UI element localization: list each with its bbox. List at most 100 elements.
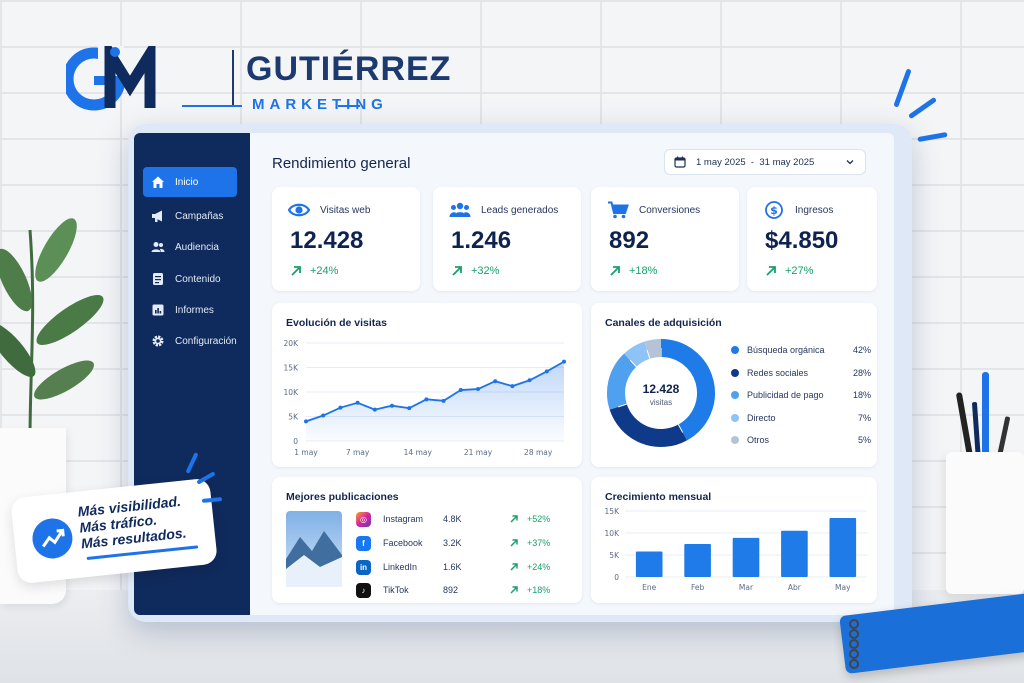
post-delta: +52% bbox=[509, 514, 550, 524]
plant-decoration bbox=[0, 218, 104, 440]
card-title: Crecimiento mensual bbox=[605, 491, 712, 503]
data-point bbox=[321, 413, 326, 418]
data-point bbox=[390, 403, 394, 408]
brand-subtitle: MARKETING bbox=[252, 96, 388, 113]
users-icon bbox=[449, 201, 471, 219]
card-title: Mejores publicaciones bbox=[286, 491, 399, 503]
x-tick-label: 21 may bbox=[464, 448, 493, 457]
post-network: LinkedIn bbox=[383, 562, 418, 572]
post-delta-value: +24% bbox=[527, 562, 551, 572]
kpi-card-leads[interactable]: Leads generados 1.246 +32% bbox=[433, 187, 581, 291]
pens-decoration bbox=[956, 372, 1010, 462]
data-point bbox=[372, 407, 377, 412]
legend-label: Redes sociales bbox=[747, 367, 809, 378]
visits-area-chart: 0 5K 10K 15K 20K 1 may 7 may 14 may 21 may 28 may bbox=[284, 339, 566, 457]
card-title: Evolución de visitas bbox=[286, 317, 387, 329]
brand-separator bbox=[232, 50, 234, 106]
kpi-delta-value: +27% bbox=[785, 265, 814, 277]
bar bbox=[732, 537, 760, 577]
legend-item: Directo 7% bbox=[731, 411, 871, 425]
sidebar-item-inicio[interactable]: Inicio bbox=[143, 167, 237, 197]
y-tick-label: 5K bbox=[609, 551, 620, 560]
sidebar-item-informes[interactable]: Informes bbox=[143, 295, 237, 325]
eye-icon bbox=[288, 201, 310, 219]
users-icon bbox=[151, 240, 165, 254]
data-point bbox=[562, 359, 566, 364]
trend-up-icon bbox=[452, 266, 462, 276]
growth-chart-card: Crecimiento mensual 0 5K 10K 15K Ene Feb Mar Ab… bbox=[591, 477, 877, 603]
pen-cup bbox=[946, 452, 1024, 594]
legend-percent: 28% bbox=[852, 367, 871, 378]
sidebar-item-label: Configuración bbox=[175, 335, 237, 347]
trend-up-icon bbox=[510, 563, 518, 571]
kpi-card-visitas[interactable]: Visitas web 12.428 +24% bbox=[272, 187, 420, 291]
channels-donut-chart: 12.428 visitas bbox=[607, 339, 715, 447]
post-network: TikTok bbox=[383, 585, 409, 595]
kpi-value: 12.428 bbox=[290, 227, 364, 254]
x-tick-label: 14 may bbox=[404, 448, 433, 457]
post-delta: +37% bbox=[509, 538, 550, 548]
x-tick-label: 7 may bbox=[346, 448, 370, 457]
data-point bbox=[355, 400, 360, 405]
sidebar-item-audiencia[interactable]: Audiencia bbox=[143, 232, 237, 262]
visits-chart-card: Evolución de visitas 0 5K 10K 15K 20K 1 may 7 … bbox=[272, 303, 582, 467]
kpi-delta: +32% bbox=[451, 265, 499, 277]
donut-slice bbox=[644, 339, 662, 359]
data-point bbox=[544, 369, 549, 374]
slogan-sticker: Más visibilidad. Más tráfico. Más result… bbox=[10, 477, 218, 585]
kpi-card-conversiones[interactable]: Conversiones 892 +18% bbox=[591, 187, 739, 291]
kpi-card-ingresos[interactable]: $ Ingresos $4.850 +27% bbox=[747, 187, 877, 291]
post-row-instagram[interactable]: ◎ Instagram 4.8K +52% bbox=[356, 510, 570, 528]
data-point bbox=[458, 388, 463, 393]
data-point bbox=[441, 398, 446, 403]
dashboard-screen: Inicio Campañas Audiencia Contenido Info… bbox=[134, 133, 894, 615]
legend-label: Búsqueda orgánica bbox=[747, 345, 825, 355]
donut-center-label: visitas bbox=[650, 398, 672, 407]
kpi-value: $4.850 bbox=[765, 227, 839, 254]
document-icon bbox=[151, 272, 165, 286]
legend-item: Publicidad de pago 18% bbox=[731, 388, 871, 402]
growth-bar-chart: 0 5K 10K 15K Ene Feb Mar Abr May bbox=[605, 507, 867, 592]
y-tick-label: 15K bbox=[605, 507, 621, 516]
home-icon bbox=[151, 175, 165, 189]
date-range-picker[interactable]: 1 may 2025 - 31 may 2025 bbox=[664, 149, 866, 175]
slogan-text: Más visibilidad. Más tráfico. Más result… bbox=[77, 493, 187, 552]
legend-label: Directo bbox=[747, 412, 776, 423]
facebook-icon: f bbox=[356, 535, 371, 551]
data-point bbox=[338, 405, 343, 410]
kpi-delta: +27% bbox=[765, 265, 813, 277]
trend-up-icon bbox=[610, 266, 620, 276]
card-title: Canales de adquisición bbox=[605, 317, 722, 329]
legend-item: Otros 5% bbox=[731, 433, 871, 447]
post-delta: +18% bbox=[509, 585, 550, 595]
post-row-facebook[interactable]: f Facebook 3.2K +37% bbox=[356, 534, 570, 552]
legend-percent: 18% bbox=[852, 390, 871, 400]
data-point bbox=[493, 379, 498, 384]
sidebar-item-configuracion[interactable]: Configuración bbox=[143, 326, 237, 356]
sidebar-item-label: Audiencia bbox=[175, 241, 219, 253]
trend-up-icon bbox=[291, 266, 301, 276]
data-point bbox=[424, 397, 429, 402]
post-row-linkedin[interactable]: in LinkedIn 1.6K +24% bbox=[356, 558, 570, 576]
bar bbox=[781, 530, 808, 577]
y-tick-label: 10K bbox=[605, 529, 621, 538]
sidebar-item-contenido[interactable]: Contenido bbox=[143, 264, 237, 294]
post-delta-value: +18% bbox=[527, 585, 551, 595]
brand-rule-right bbox=[338, 105, 360, 107]
cart-icon bbox=[607, 201, 629, 219]
megaphone-icon bbox=[151, 209, 165, 223]
post-row-tiktok[interactable]: ♪ TikTok 892 +18% bbox=[356, 581, 570, 599]
slice-gap bbox=[677, 424, 684, 433]
sidebar-item-campanas[interactable]: Campañas bbox=[143, 201, 237, 231]
trend-up-icon bbox=[510, 515, 518, 523]
sidebar-item-label: Informes bbox=[175, 304, 214, 316]
gm-monogram-logo bbox=[66, 46, 156, 111]
svg-text:$: $ bbox=[770, 204, 778, 217]
sidebar-item-label: Inicio bbox=[175, 176, 199, 188]
y-tick-label: 0 bbox=[293, 437, 298, 446]
data-point bbox=[304, 419, 308, 424]
data-point bbox=[527, 378, 532, 383]
y-tick-label: 15K bbox=[284, 364, 300, 373]
brand-name: GUTIÉRREZ bbox=[246, 50, 452, 88]
post-delta: +24% bbox=[509, 562, 550, 572]
